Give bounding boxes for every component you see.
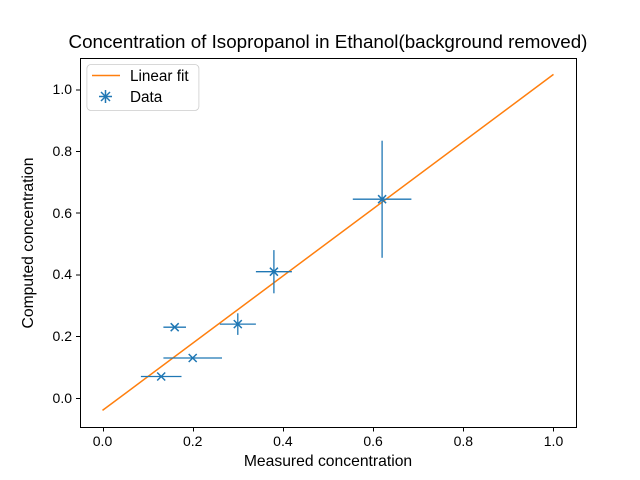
svg-text:1.0: 1.0 [544, 433, 564, 449]
svg-text:Linear fit: Linear fit [130, 68, 189, 85]
svg-text:0.0: 0.0 [53, 390, 73, 406]
svg-text:Measured concentration: Measured concentration [244, 453, 412, 470]
svg-text:0.4: 0.4 [53, 266, 73, 282]
svg-text:0.6: 0.6 [363, 433, 383, 449]
svg-text:Computed concentration: Computed concentration [20, 158, 37, 329]
svg-text:0.0: 0.0 [93, 433, 113, 449]
svg-text:Data: Data [130, 89, 163, 106]
svg-text:0.2: 0.2 [53, 328, 73, 344]
svg-text:1.0: 1.0 [53, 81, 73, 97]
svg-text:0.2: 0.2 [183, 433, 203, 449]
svg-text:0.4: 0.4 [273, 433, 293, 449]
svg-text:0.8: 0.8 [53, 143, 73, 159]
svg-text:0.8: 0.8 [454, 433, 474, 449]
svg-text:Concentration of Isopropanol i: Concentration of Isopropanol in Ethanol(… [69, 31, 588, 52]
svg-text:0.6: 0.6 [53, 205, 73, 221]
